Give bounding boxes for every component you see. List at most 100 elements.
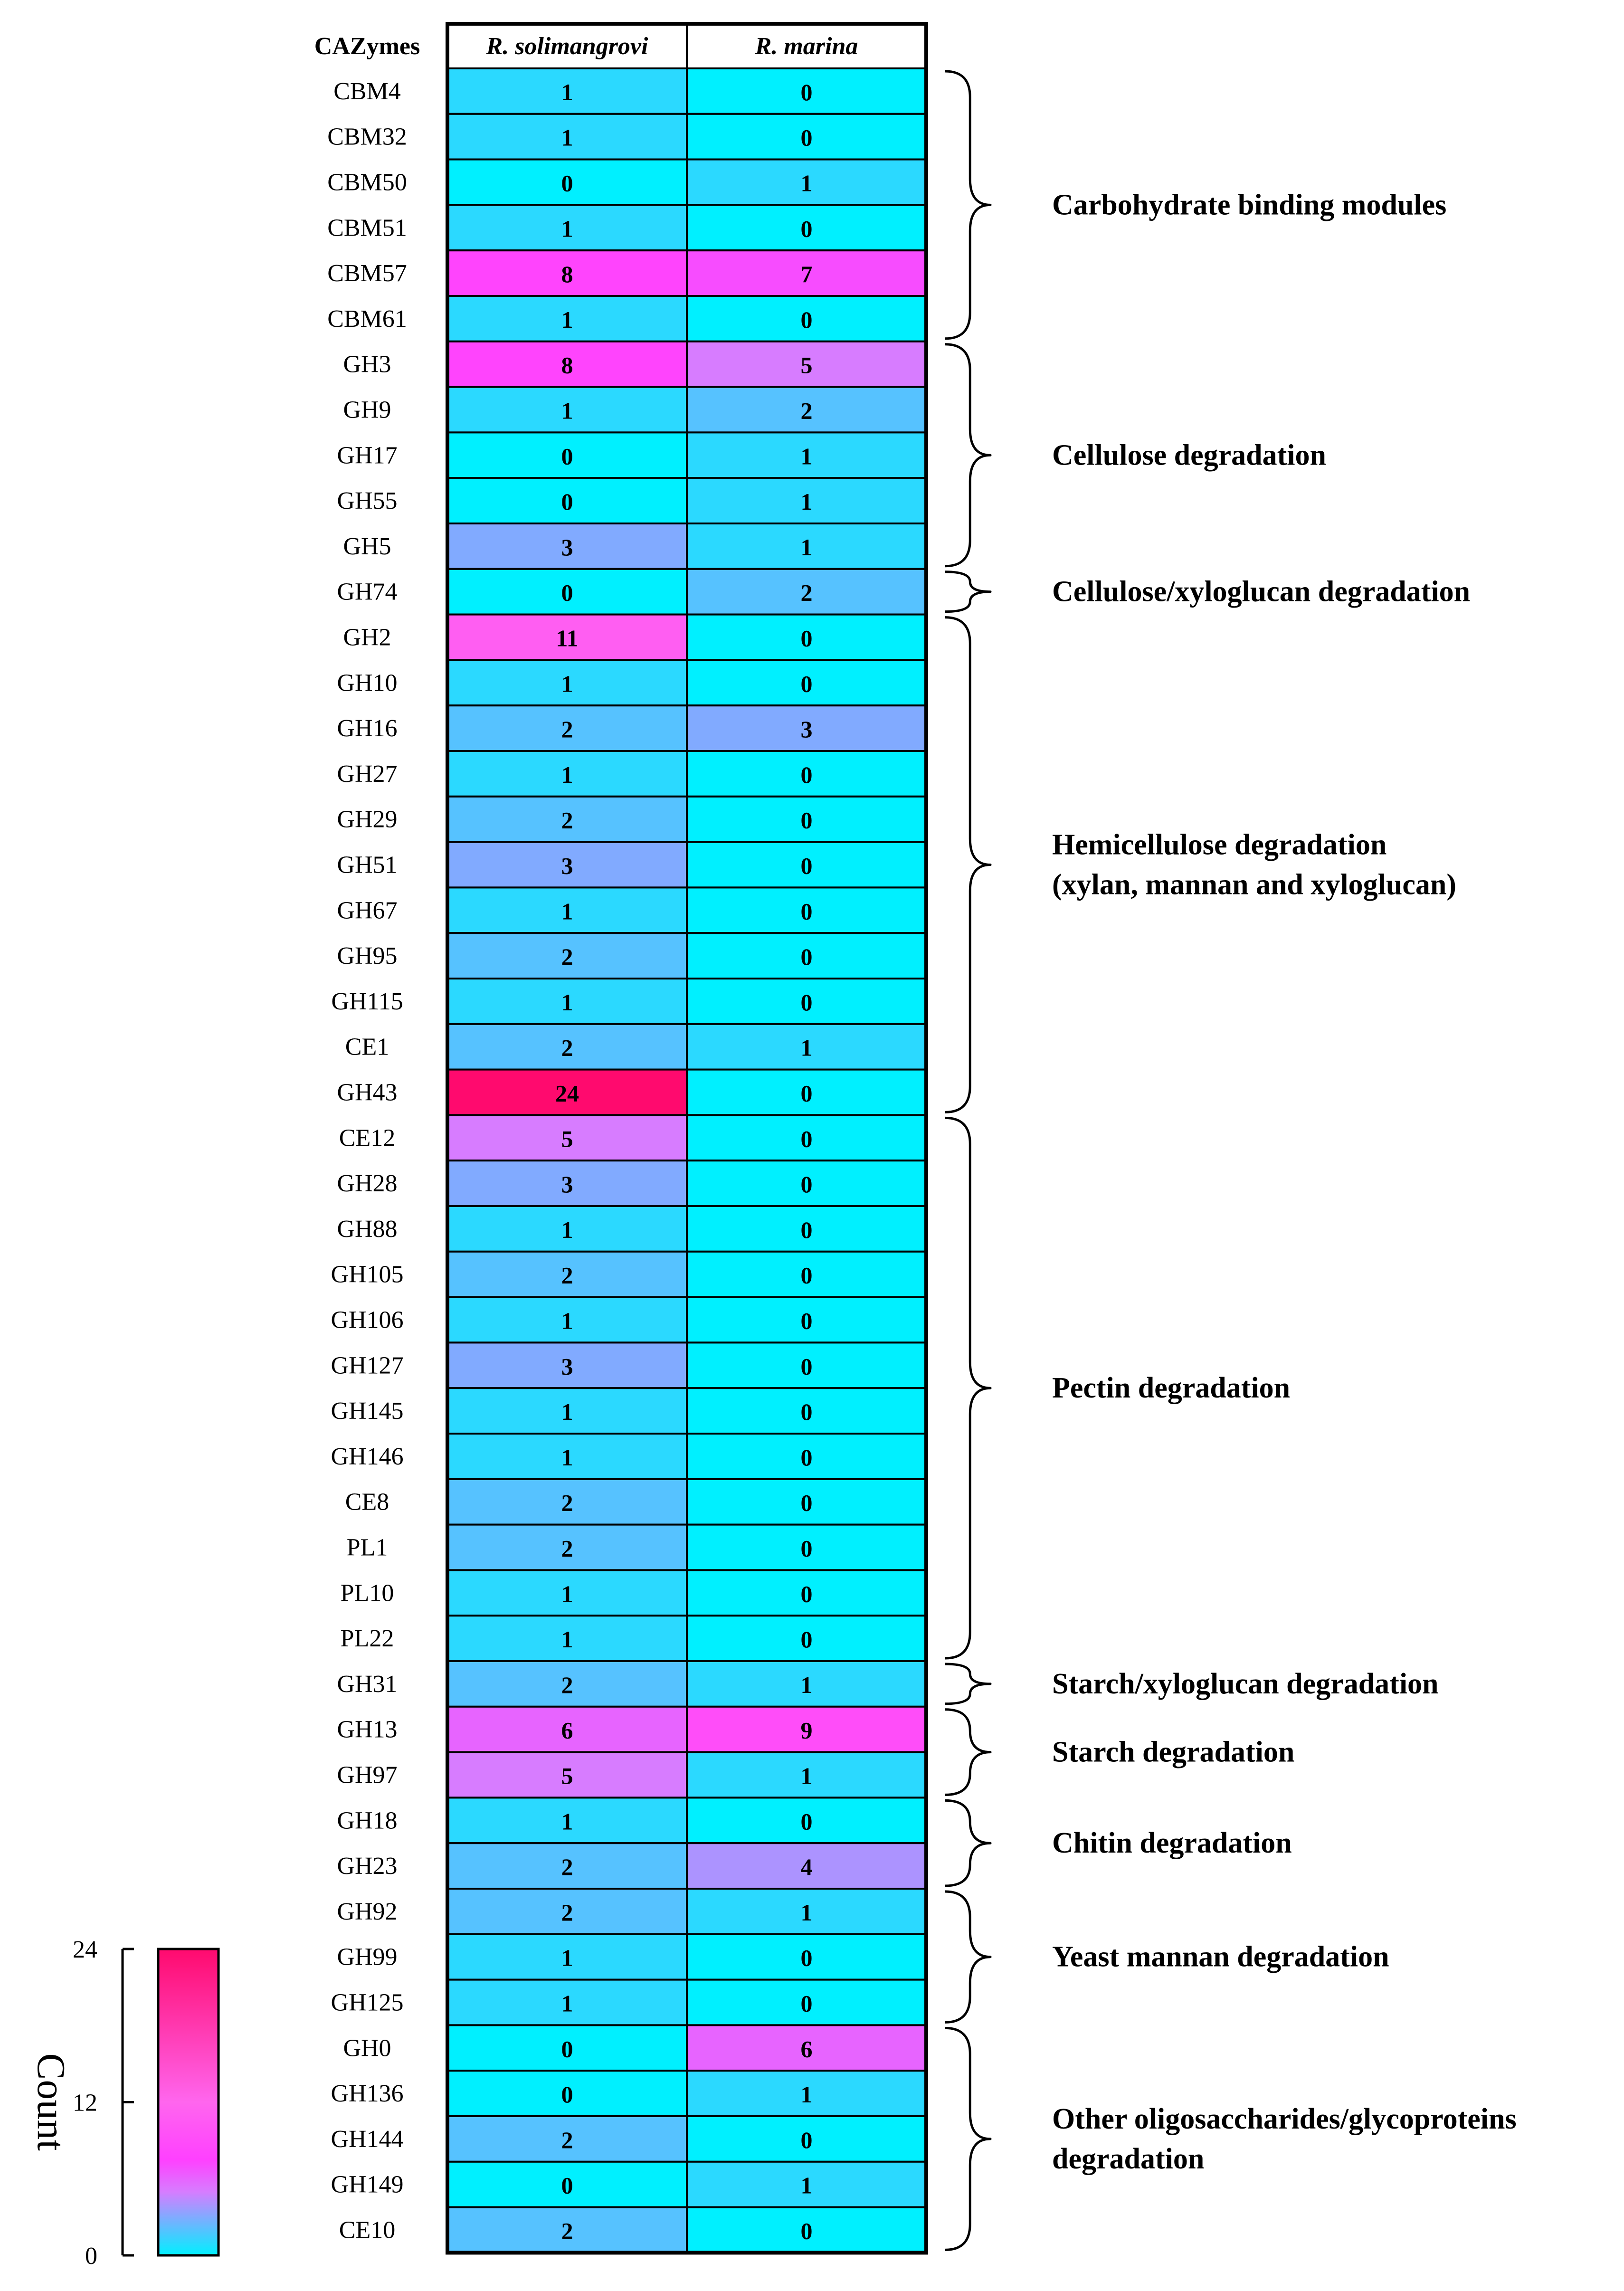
- cell-value-label: 1: [561, 761, 573, 788]
- group-label: degradation: [1052, 2143, 1204, 2175]
- row-label: CE8: [345, 1489, 389, 1516]
- cell-value-label: 1: [561, 79, 573, 105]
- group-brace: [945, 1890, 992, 2024]
- heatmap-cell: [446, 1341, 688, 1389]
- heatmap-cell: [686, 1842, 927, 1890]
- group-brace: [945, 1116, 992, 1660]
- cell-value-label: 1: [801, 1035, 813, 1061]
- cell-value-label: 6: [561, 1717, 573, 1744]
- heatmap-cell: [686, 477, 927, 525]
- group-label: Yeast mannan degradation: [1052, 1941, 1389, 1973]
- cell-value-label: 1: [801, 534, 813, 561]
- group-label: Cellulose degradation: [1052, 439, 1326, 471]
- row-label: GH92: [337, 1898, 397, 1925]
- table-outer-border: [446, 22, 928, 2255]
- cell-value-label: 24: [555, 1080, 579, 1107]
- cell-value-label: 2: [561, 2127, 573, 2153]
- row-label: GH13: [337, 1716, 397, 1743]
- cell-value-label: 0: [801, 1490, 813, 1516]
- cell-value-label: 1: [561, 670, 573, 697]
- heatmap-cell: [446, 523, 688, 570]
- cell-value-label: 5: [801, 352, 813, 379]
- cell-value-label: 0: [561, 170, 573, 197]
- cell-value-label: 6: [801, 2035, 813, 2062]
- cell-value-label: 0: [801, 306, 813, 333]
- cell-value-label: 0: [801, 1171, 813, 1198]
- heatmap-cell: [686, 1888, 927, 1935]
- row-label: GH145: [331, 1397, 403, 1425]
- cell-value-label: 3: [561, 534, 573, 561]
- row-label: GH3: [343, 351, 391, 378]
- cell-value-label: 5: [561, 1763, 573, 1789]
- heatmap-cell: [446, 1023, 688, 1071]
- row-label: GH144: [331, 2126, 403, 2153]
- cell-value-label: 5: [561, 1125, 573, 1152]
- row-label: GH51: [337, 852, 397, 879]
- colorbar-gradient: [157, 1948, 220, 2257]
- cell-value-label: 3: [561, 1353, 573, 1379]
- heatmap-cell: [686, 1705, 927, 1753]
- heatmap-cell: [686, 249, 927, 297]
- heatmap-cell: [686, 1751, 927, 1799]
- column-header-label: R. solimangrovi: [486, 33, 648, 60]
- cell-value-label: 0: [801, 1125, 813, 1152]
- row-label: GH10: [337, 669, 397, 696]
- cell-value-label: 1: [801, 488, 813, 515]
- cell-value-label: 2: [561, 1035, 573, 1061]
- heatmap-cell: [446, 1523, 688, 1571]
- cell-value-label: 0: [801, 1626, 813, 1653]
- cell-value-label: 0: [801, 1444, 813, 1471]
- cell-value-label: 1: [561, 1444, 573, 1471]
- cell-value-label: 0: [801, 1398, 813, 1425]
- row-label: GH146: [331, 1443, 403, 1470]
- heatmap-cell: [686, 1660, 927, 1708]
- cell-value-label: 0: [801, 1808, 813, 1835]
- row-label: CBM61: [327, 305, 407, 333]
- row-label: PL22: [341, 1625, 394, 1652]
- group-brace: [945, 616, 992, 1113]
- heatmap-cell: [446, 1751, 688, 1799]
- cell-value-label: 2: [801, 580, 813, 606]
- heatmap-cell: [446, 2070, 688, 2118]
- cell-value-label: 2: [561, 1262, 573, 1289]
- cell-value-label: 2: [561, 1535, 573, 1562]
- row-label: GH99: [337, 1944, 397, 1971]
- colorbar-tick-label: 24: [73, 1936, 97, 1963]
- heatmap-cell: [686, 1205, 927, 1253]
- cell-value-label: 0: [561, 2035, 573, 2062]
- cell-value-label: 2: [561, 2218, 573, 2244]
- heatmap-cell: [446, 431, 688, 479]
- cell-value-label: 1: [801, 1763, 813, 1789]
- heatmap-cell: [446, 1160, 688, 1207]
- cell-value-label: 2: [561, 1490, 573, 1516]
- heatmap-cell: [686, 1478, 927, 1526]
- cell-value-label: 1: [561, 1808, 573, 1835]
- row-label: GH74: [337, 579, 397, 606]
- cell-value-label: 2: [561, 1854, 573, 1880]
- cell-value-label: 0: [801, 807, 813, 834]
- group-label: Chitin degradation: [1052, 1827, 1292, 1859]
- heatmap-cell: [686, 932, 927, 979]
- heatmap-cell: [686, 1250, 927, 1298]
- group-brace: [945, 1708, 992, 1796]
- cell-value-label: 0: [561, 580, 573, 606]
- row-label: GH67: [337, 897, 397, 924]
- column-header-cell: [686, 23, 927, 69]
- cell-value-label: 9: [801, 1717, 813, 1744]
- heatmap-cell: [686, 113, 927, 161]
- heatmap-cell: [686, 795, 927, 843]
- row-label: GH5: [343, 533, 391, 560]
- group-brace: [945, 570, 992, 613]
- cell-value-label: 1: [561, 124, 573, 151]
- heatmap-cell: [686, 431, 927, 479]
- cell-value-label: 1: [801, 2172, 813, 2199]
- cell-value-label: 1: [801, 1899, 813, 1926]
- cell-value-label: 1: [561, 1626, 573, 1653]
- row-label: GH31: [337, 1671, 397, 1698]
- row-label: GH127: [331, 1352, 403, 1379]
- group-brace: [945, 343, 992, 568]
- row-label: GH149: [331, 2171, 403, 2198]
- heatmap-cell: [686, 613, 927, 661]
- cell-value-label: 1: [561, 1580, 573, 1607]
- group-label: Starch/xyloglucan degradation: [1052, 1668, 1439, 1700]
